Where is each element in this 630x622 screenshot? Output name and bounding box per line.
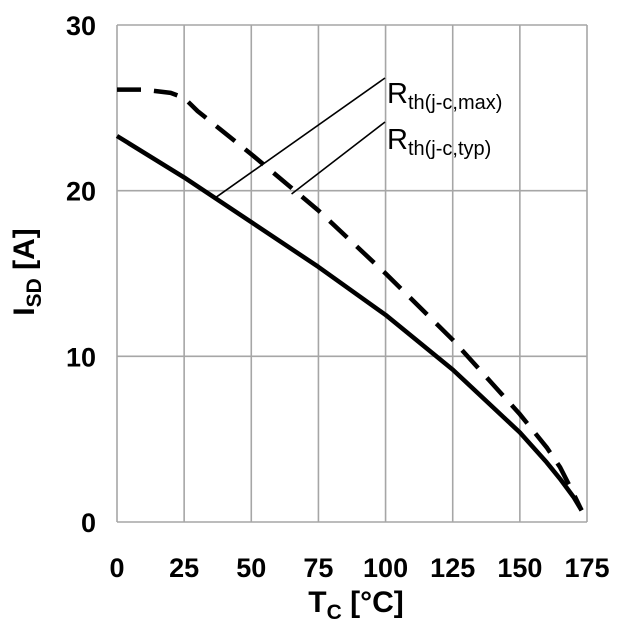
x-tick-label: 50 bbox=[236, 553, 266, 583]
series-line-typ bbox=[117, 87, 584, 512]
x-tick-label: 100 bbox=[363, 553, 408, 583]
x-tick-label: 75 bbox=[303, 553, 333, 583]
y-tick-label: 0 bbox=[81, 508, 96, 538]
annotation-rth-typ: Rth(j-c,typ) bbox=[387, 124, 491, 160]
x-tick-label: 25 bbox=[169, 553, 199, 583]
y-tick-labels: 0 10 20 30 bbox=[66, 11, 96, 538]
x-tick-labels: 0 25 50 75 100 125 150 175 bbox=[109, 553, 609, 583]
y-axis-title-main: I bbox=[8, 307, 41, 315]
x-tick-label: 150 bbox=[497, 553, 542, 583]
series-line-max bbox=[115, 134, 584, 512]
callout-group bbox=[213, 77, 386, 200]
annotation-rth-max: Rth(j-c,max) bbox=[387, 78, 502, 114]
callout-leader-line bbox=[291, 121, 386, 195]
x-tick-label: 0 bbox=[109, 553, 124, 583]
y-tick-label: 30 bbox=[66, 11, 96, 41]
x-axis-title-unit: [°C] bbox=[342, 586, 404, 619]
y-tick-label: 10 bbox=[66, 342, 96, 372]
plot-area bbox=[117, 25, 587, 522]
series-group bbox=[115, 87, 584, 512]
y-axis-title: ISD [A] bbox=[8, 228, 46, 316]
x-axis-title: TC [°C] bbox=[308, 586, 403, 622]
y-axis-title-unit: [A] bbox=[8, 228, 41, 278]
x-tick-label: 175 bbox=[564, 553, 609, 583]
y-tick-label: 20 bbox=[66, 177, 96, 207]
annotation-rth-typ-main: R bbox=[387, 124, 408, 156]
x-axis-title-sub: C bbox=[327, 601, 342, 622]
annotation-rth-max-sub: th(j-c,max) bbox=[408, 92, 502, 114]
x-axis-title-main: T bbox=[308, 586, 326, 619]
annotation-rth-max-main: R bbox=[387, 78, 408, 110]
annotation-rth-typ-sub: th(j-c,typ) bbox=[408, 138, 491, 160]
callout-leader-line bbox=[213, 77, 386, 200]
y-axis-title-sub: SD bbox=[23, 278, 46, 307]
x-tick-label: 125 bbox=[430, 553, 475, 583]
